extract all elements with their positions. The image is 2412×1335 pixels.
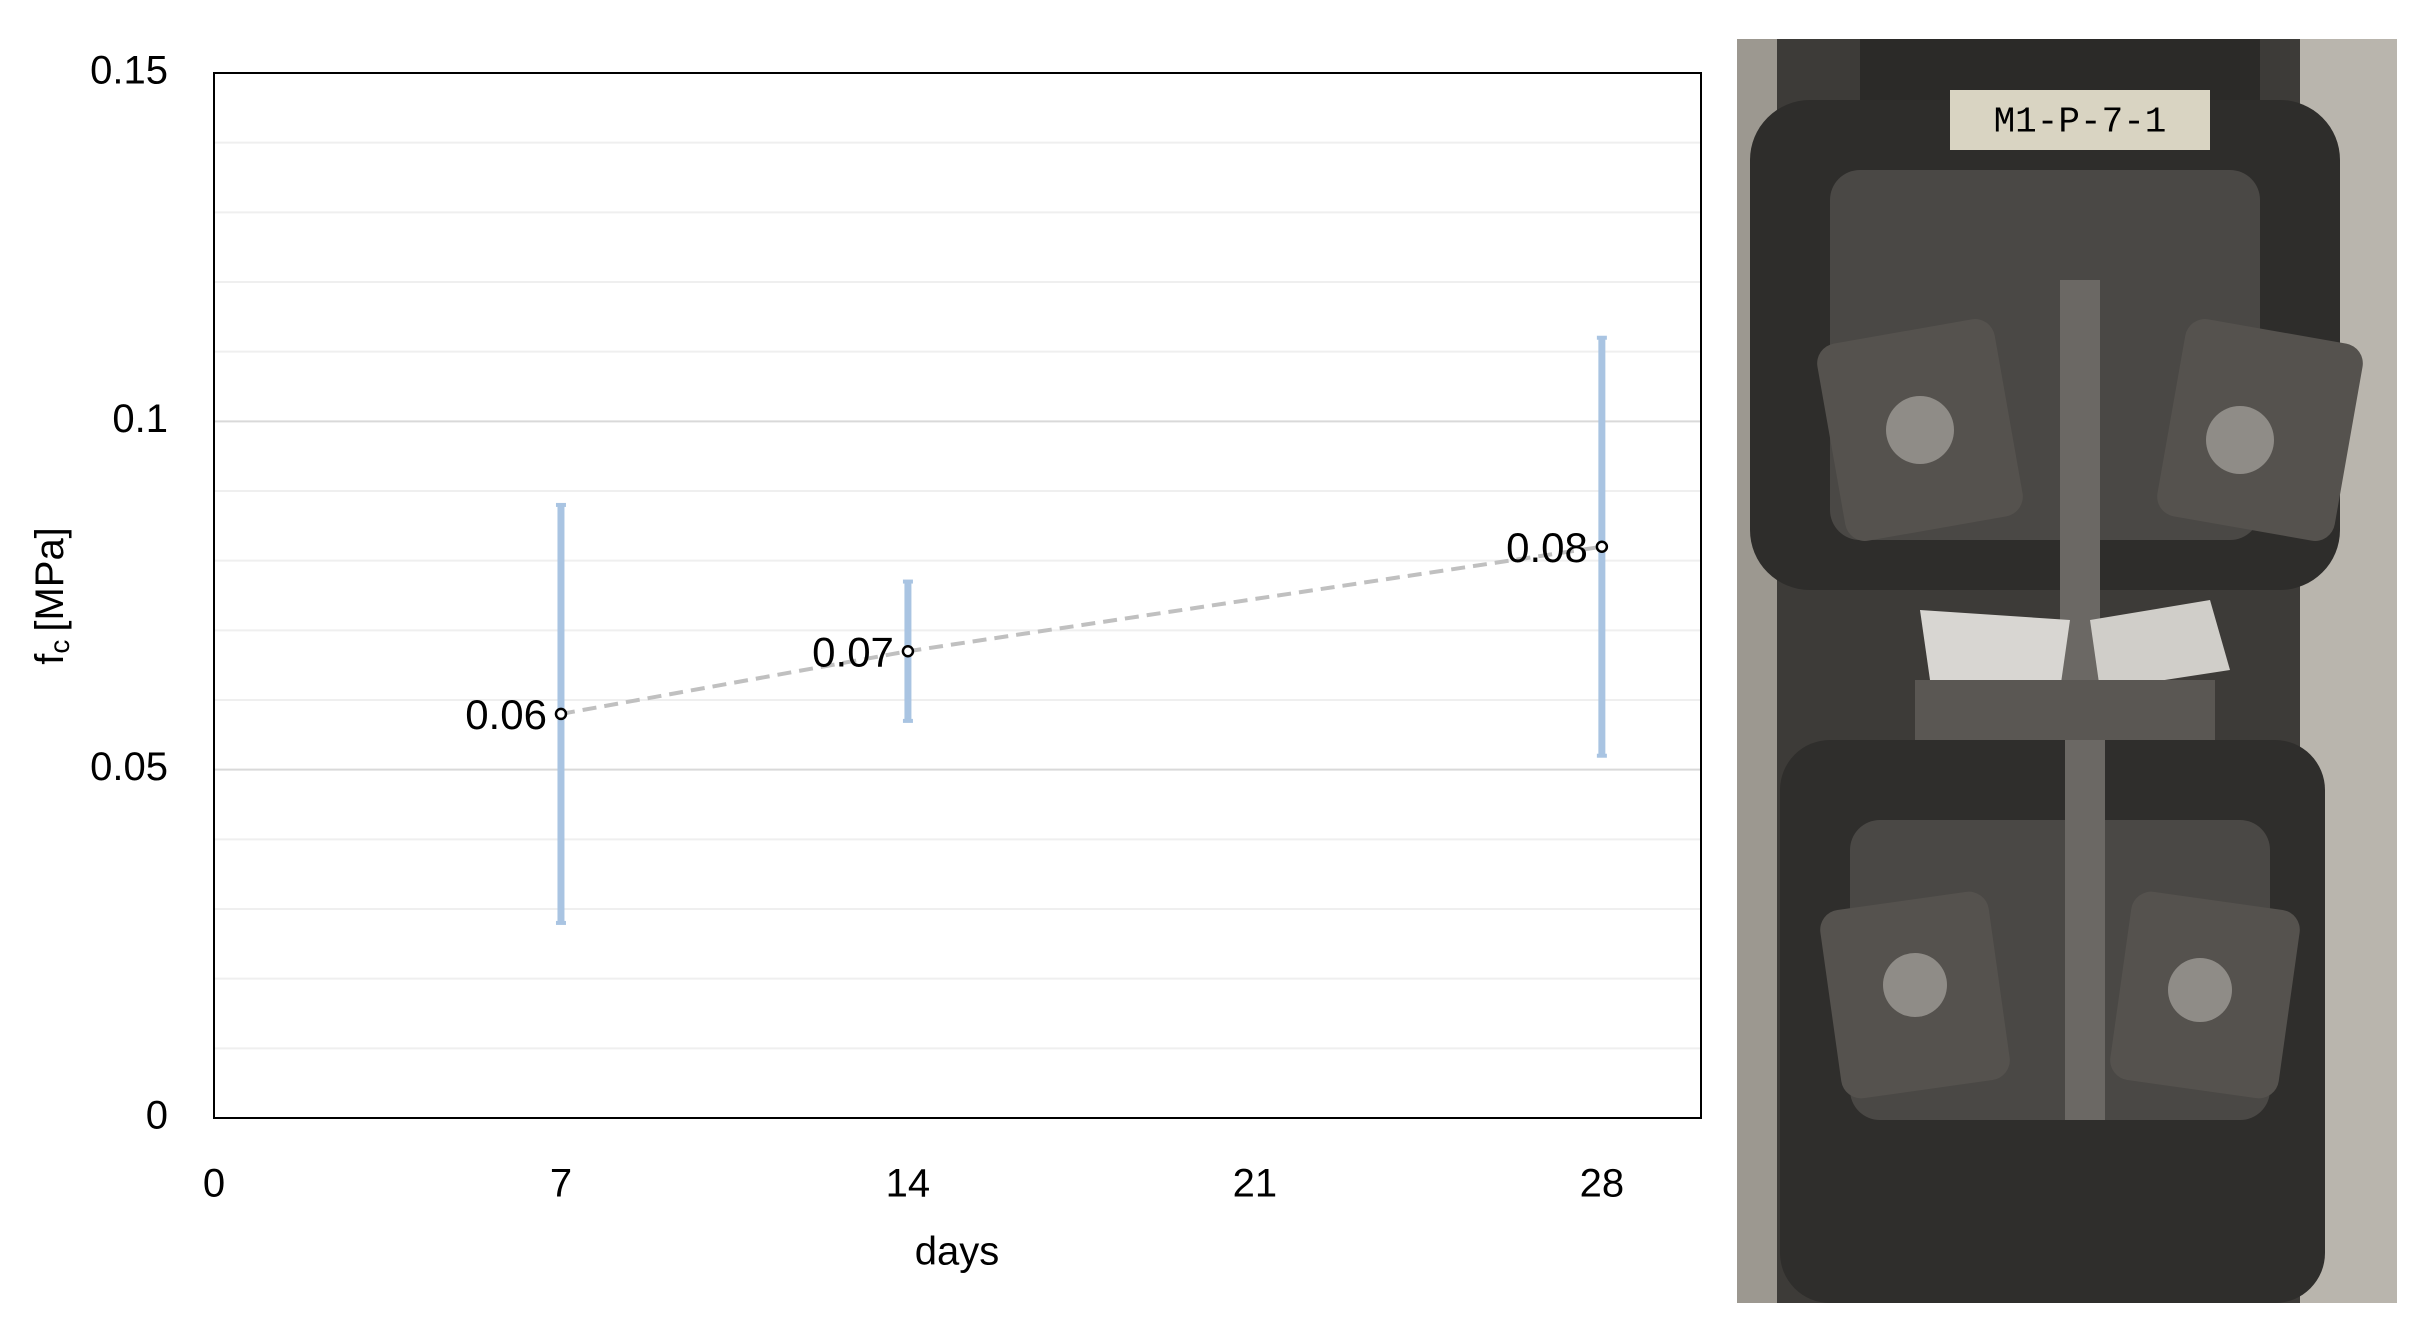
x-axis-label: days (915, 1230, 1000, 1274)
plot-frame (213, 72, 1702, 1119)
x-tick-label: 21 (1233, 1162, 1278, 1206)
point (901, 644, 915, 658)
y-tick-label: 0 (146, 1094, 168, 1138)
specimen-fragment (2090, 600, 2230, 690)
bolt (1886, 396, 1954, 464)
bolt (2206, 406, 2274, 474)
y-axis-label-main: f (28, 653, 72, 665)
y-tick-label: 0.05 (90, 745, 168, 789)
photo: M1-P-7-1 (1737, 39, 2397, 1303)
value-label: 0.07 (812, 628, 894, 675)
photo-tag (1950, 90, 2210, 150)
x-tick-label: 14 (886, 1162, 931, 1206)
value-label: 0.06 (465, 691, 547, 738)
x-tick-label: 28 (1580, 1162, 1625, 1206)
y-axis-label: fc [MPa] (28, 527, 76, 665)
value-label: 0.08 (1506, 524, 1588, 571)
x-tick-label: 0 (203, 1162, 225, 1206)
y-axis-label-unit: [MPa] (28, 527, 72, 631)
y-axis-label-sub: c (44, 640, 75, 654)
specimen-upper (2060, 280, 2100, 680)
bolt (1883, 953, 1947, 1017)
specimen-lower (2065, 740, 2105, 1120)
y-tick-label: 0.15 (90, 49, 168, 93)
specimen-fragment (1920, 610, 2070, 690)
photo-tag-text: M1-P-7-1 (1994, 102, 2167, 143)
point (554, 707, 568, 721)
point (1595, 540, 1609, 553)
bolt (2168, 958, 2232, 1022)
y-tick-label: 0.1 (112, 397, 168, 441)
x-tick-label: 7 (550, 1162, 572, 1206)
